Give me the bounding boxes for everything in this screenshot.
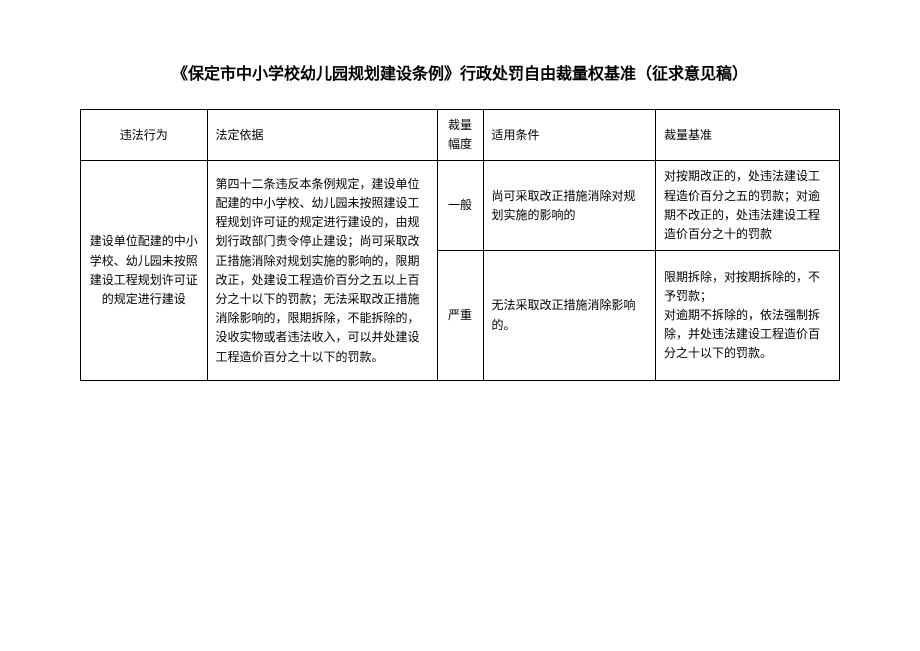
header-basis: 法定依据 xyxy=(207,110,437,161)
cell-degree-general: 一般 xyxy=(437,161,483,251)
table-row: 建设单位配建的中小学校、幼儿园未按照建设工程规划许可证的规定进行建设 第四十二条… xyxy=(81,161,840,251)
cell-standard-general: 对按期改正的，处违法建设工程造价百分之五的罚款；对逾期不改正的，处违法建设工程造… xyxy=(656,161,840,251)
header-standard: 裁量基准 xyxy=(656,110,840,161)
cell-basis: 第四十二条违反本条例规定，建设单位配建的中小学校、幼儿园未按照建设工程规划许可证… xyxy=(207,161,437,381)
cell-behavior: 建设单位配建的中小学校、幼儿园未按照建设工程规划许可证的规定进行建设 xyxy=(81,161,208,381)
header-behavior: 违法行为 xyxy=(81,110,208,161)
cell-standard-severe: 限期拆除，对按期拆除的，不予罚款； 对逾期不拆除的，依法强制拆除，并处违法建设工… xyxy=(656,251,840,381)
cell-condition-general: 尚可采取改正措施消除对规划实施的影响的 xyxy=(483,161,656,251)
cell-degree-severe: 严重 xyxy=(437,251,483,381)
header-condition: 适用条件 xyxy=(483,110,656,161)
table-header-row: 违法行为 法定依据 裁量幅度 适用条件 裁量基准 xyxy=(81,110,840,161)
document-title: 《保定市中小学校幼儿园规划建设条例》行政处罚自由裁量权基准（征求意见稿） xyxy=(80,60,840,84)
cell-condition-severe: 无法采取改正措施消除影响的。 xyxy=(483,251,656,381)
header-degree: 裁量幅度 xyxy=(437,110,483,161)
penalty-table: 违法行为 法定依据 裁量幅度 适用条件 裁量基准 建设单位配建的中小学校、幼儿园… xyxy=(80,109,840,381)
